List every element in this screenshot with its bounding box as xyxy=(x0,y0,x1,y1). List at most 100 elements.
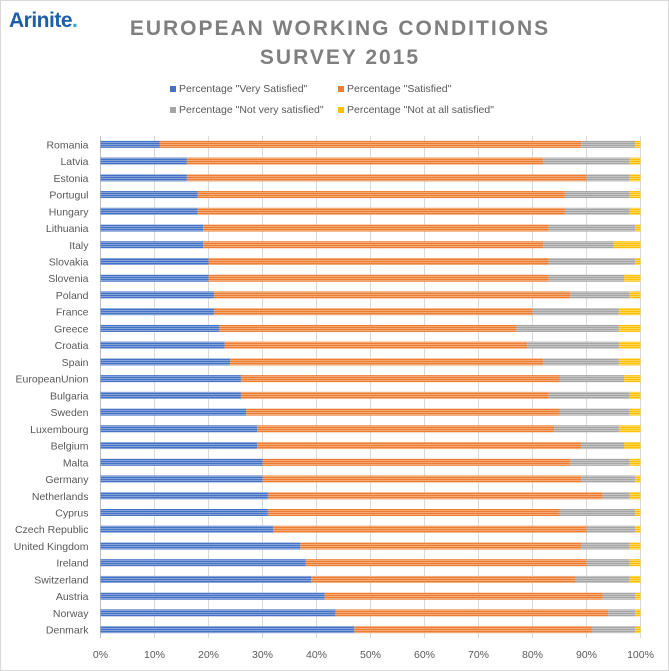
category-label: Belgium xyxy=(51,441,89,453)
bar-segment-stripe xyxy=(629,408,641,416)
bar-segment-stripe xyxy=(219,324,517,332)
legend-swatch xyxy=(338,107,344,114)
bar-segment-stripe xyxy=(100,609,336,617)
bar-segment-stripe xyxy=(100,341,225,349)
category-label: Croatia xyxy=(55,340,89,352)
bar-segment-stripe xyxy=(100,475,263,483)
bar-segment-stripe xyxy=(581,442,625,450)
category-label: Lithuania xyxy=(46,223,89,235)
category-label: Switzerland xyxy=(34,574,88,586)
bar-segment-stripe xyxy=(203,224,549,232)
bar-segment-stripe xyxy=(586,559,630,567)
x-tick-label: 40% xyxy=(306,649,327,661)
bar-segment-stripe xyxy=(230,358,544,366)
bar-segment-stripe xyxy=(100,174,187,182)
bar-segment-stripe xyxy=(618,324,641,332)
legend-label: Percentage "Not at all satisfied" xyxy=(347,104,494,116)
x-tick-label: 100% xyxy=(627,649,654,661)
bar-segment-stripe xyxy=(564,191,630,199)
bar-segment-stripe xyxy=(629,191,641,199)
bar-segment-stripe xyxy=(100,425,258,433)
bar-segment-stripe xyxy=(570,291,630,299)
category-label: Cyprus xyxy=(55,508,88,520)
bar-segment-stripe xyxy=(570,458,630,466)
bar-segment-stripe xyxy=(591,626,636,634)
bar-segment-stripe xyxy=(208,258,549,265)
category-label: Estonia xyxy=(53,173,88,185)
bar-segment-stripe xyxy=(618,358,641,366)
bar-segment-stripe xyxy=(635,509,641,516)
bar-segment-stripe xyxy=(575,575,630,583)
bar-segment-stripe xyxy=(186,157,544,165)
category-label: Bulgaria xyxy=(50,390,89,402)
bar-segment-stripe xyxy=(548,224,636,232)
bar-segment-stripe xyxy=(213,291,571,299)
bar-segment-stripe xyxy=(100,157,187,165)
bar-segment-stripe xyxy=(629,157,641,165)
category-label: Austria xyxy=(56,591,89,603)
bar-segment-stripe xyxy=(262,475,582,483)
chart-title: EUROPEAN WORKING CONDITIONS SURVEY 2015 xyxy=(90,14,590,72)
category-label: United Kingdom xyxy=(14,541,89,553)
bar-segment-stripe xyxy=(262,458,571,466)
bar-segment-stripe xyxy=(635,224,641,232)
bar-segment-stripe xyxy=(100,324,220,332)
category-label: Ireland xyxy=(56,558,88,570)
bar-segment-stripe xyxy=(305,559,587,567)
category-label: Luxembourg xyxy=(30,424,89,436)
bar-segment-stripe xyxy=(100,224,204,232)
bar-segment-stripe xyxy=(629,291,641,299)
bar-segment-stripe xyxy=(159,140,582,148)
legend-swatch xyxy=(170,86,176,93)
legend-label: Percentage "Satisfied" xyxy=(347,83,452,95)
bar-segment-stripe xyxy=(543,358,619,366)
bar-segment-stripe xyxy=(100,375,241,383)
bar-segment-stripe xyxy=(629,542,641,550)
bar-segment-stripe xyxy=(354,626,592,634)
legend-swatch xyxy=(170,107,176,114)
bar-segment-stripe xyxy=(629,391,641,399)
bar-segment-stripe xyxy=(273,525,587,533)
bar-segment-stripe xyxy=(100,525,274,533)
bar-segment-stripe xyxy=(100,291,214,299)
title-line-1: EUROPEAN WORKING CONDITIONS xyxy=(129,17,551,40)
bar-segment-stripe xyxy=(548,258,636,265)
category-label: Poland xyxy=(56,290,89,302)
bar-segment-stripe xyxy=(186,174,587,182)
bar-segment-stripe xyxy=(100,241,204,249)
logo: Arinite. xyxy=(9,9,78,33)
bar-segment-stripe xyxy=(100,542,301,550)
bar-segment-stripe xyxy=(100,358,231,366)
category-label: Czech Republic xyxy=(15,524,89,536)
bar-segment-stripe xyxy=(257,425,555,433)
legend-item-not-at-all-satisfied: Percentage "Not at all satisfied" xyxy=(338,104,494,116)
bar-segment-stripe xyxy=(624,442,641,450)
bar-segment-stripe xyxy=(100,575,312,583)
bar-segment-stripe xyxy=(586,525,636,533)
bar-segment-stripe xyxy=(543,157,630,165)
bar-segment-stripe xyxy=(197,191,565,199)
x-tick-label: 80% xyxy=(522,649,543,661)
x-tick-label: 20% xyxy=(198,649,219,661)
logo-text: Arinite xyxy=(9,9,73,32)
bar-segment-stripe xyxy=(564,207,630,215)
x-tick-label: 90% xyxy=(576,649,597,661)
category-label: EuropeanUnion xyxy=(16,374,89,386)
x-tick-label: 30% xyxy=(252,649,273,661)
category-label: Greece xyxy=(54,323,89,335)
category-label: Norway xyxy=(53,608,89,620)
category-label: Hungary xyxy=(49,206,89,218)
bar-segment-stripe xyxy=(267,509,560,516)
category-label: Germany xyxy=(45,474,89,486)
bar-segment-stripe xyxy=(548,274,625,282)
bar-segment-stripe xyxy=(635,140,641,148)
bar-segment-stripe xyxy=(635,258,641,265)
bar-segment-stripe xyxy=(602,492,630,500)
bar-segment-stripe xyxy=(624,274,641,282)
bar-segment-stripe xyxy=(618,341,641,349)
bar-segment-stripe xyxy=(543,241,614,249)
bar-segment-stripe xyxy=(240,375,560,383)
category-label: Denmark xyxy=(46,625,89,637)
bar-segment-stripe xyxy=(224,341,528,349)
bar-segment-stripe xyxy=(635,609,641,617)
